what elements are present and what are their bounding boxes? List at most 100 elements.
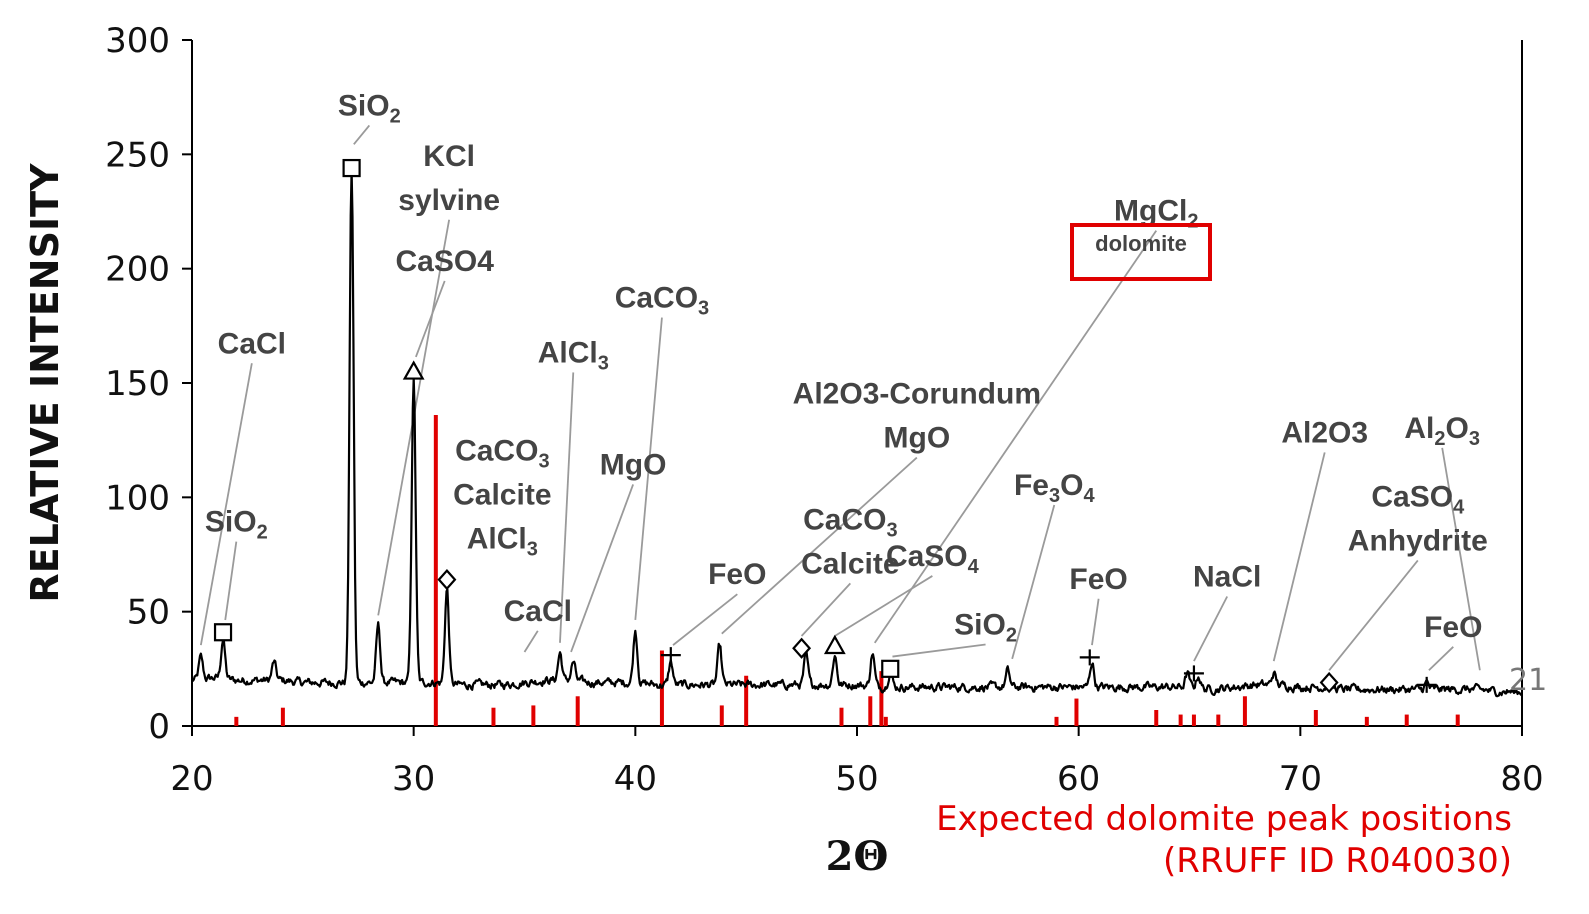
label-text: CaCO <box>455 435 538 468</box>
phase-label: Fe3O4 <box>1014 469 1095 507</box>
annotation-leader-line <box>800 582 852 637</box>
phase-label: FeO <box>708 558 766 591</box>
annotation-leader-line <box>1328 559 1419 671</box>
label-text: CaSO <box>1371 480 1453 513</box>
square-marker <box>342 158 361 178</box>
phase-label: sylvine <box>398 184 500 217</box>
phase-label: CaCO3 <box>455 435 549 473</box>
y-tick-labels: 0 50 100 150 200 250 300 <box>105 21 192 747</box>
y-tick-label: 300 <box>105 21 170 61</box>
label-text: FeO <box>1424 611 1482 644</box>
triangle-marker <box>823 634 846 655</box>
reference-sticks <box>234 415 1460 726</box>
legend-line-1: Expected dolomite peak positions <box>936 799 1512 839</box>
phase-label: CaSO4 <box>886 540 980 578</box>
phase-label: FeO <box>1069 563 1127 596</box>
label-text: SiO <box>205 506 257 539</box>
label-text: AlCl <box>538 336 598 369</box>
annotation-leader-line <box>224 541 238 621</box>
label-text: AlCl <box>467 523 527 556</box>
label-text: O <box>1446 412 1469 445</box>
label-text: Al2O3 <box>1281 416 1368 449</box>
phase-label: Al2O3 <box>1281 416 1368 449</box>
phase-label: NaCl <box>1193 561 1261 594</box>
phase-label: FeO <box>1424 611 1482 644</box>
legend-line-2: (RRUFF ID R040030) <box>1163 841 1512 881</box>
annotation-leader-line <box>523 630 539 653</box>
label-text: CaCO <box>615 282 698 315</box>
phase-markers <box>213 158 1437 694</box>
label-text: CaSO <box>886 540 968 573</box>
triangle-marker <box>402 360 425 380</box>
phase-label: SiO2 <box>205 506 268 544</box>
annotation-leader-line <box>1011 504 1056 660</box>
phase-label: AlCl3 <box>538 336 609 374</box>
phase-label: CaCl <box>218 327 286 360</box>
phase-label: CaSO4 <box>396 245 495 278</box>
subscript: 3 <box>1049 485 1060 507</box>
subscript: 2 <box>1187 211 1198 233</box>
label-text: SiO <box>338 89 390 122</box>
phase-label: MgCl2 <box>1114 195 1198 233</box>
phase-label: SiO2 <box>338 89 401 127</box>
phase-label: Anhydrite <box>1348 524 1488 557</box>
annotation-leader-line <box>199 363 253 646</box>
annotation-leader-line <box>415 280 446 358</box>
subscript: 2 <box>1434 428 1445 450</box>
phase-label: Al2O3 <box>1404 412 1480 450</box>
phase-label: CaSO4 <box>1371 480 1465 518</box>
x-axis-label: 2Θ <box>826 833 889 880</box>
annotation-leader-line <box>873 230 1157 644</box>
annotation-leader-line <box>634 317 663 621</box>
label-text: Anhydrite <box>1348 524 1488 557</box>
subscript: 4 <box>1083 485 1095 507</box>
y-tick-label: 50 <box>127 593 170 633</box>
phase-label: MgO <box>884 422 951 455</box>
label-text: sylvine <box>398 184 500 217</box>
subscript: 2 <box>1006 625 1017 647</box>
label-text: Al2O3-Corundum <box>793 378 1041 411</box>
label-text: CaCl <box>218 327 286 360</box>
square-marker <box>213 623 233 642</box>
subscript: 2 <box>390 105 401 127</box>
phase-annotations: CaClSiO2SiO2KClsylvineCaSO4AlCl3CaCO3CaC… <box>205 89 1488 646</box>
diamond-marker <box>437 568 457 591</box>
annotation-leader-line <box>892 643 986 658</box>
phase-label: SiO2 <box>954 609 1017 647</box>
diamond-marker <box>1319 671 1339 694</box>
label-text: NaCl <box>1193 561 1261 594</box>
x-tick-label: 20 <box>170 759 213 799</box>
subscript: 4 <box>968 556 980 578</box>
x-tick-label: 80 <box>1500 759 1543 799</box>
y-tick-label: 0 <box>148 707 170 747</box>
x-tick-labels: 20 30 40 50 60 70 80 <box>170 726 1544 799</box>
annotation-leader-line <box>1193 596 1228 662</box>
label-text: FeO <box>1069 563 1127 596</box>
phase-label: AlCl3 <box>467 523 538 561</box>
subscript: 3 <box>527 539 538 561</box>
x-tick-label: 60 <box>1057 759 1100 799</box>
phase-label: MgO <box>600 448 667 481</box>
dolomite-label: dolomite <box>1095 231 1187 256</box>
phase-label: Calcite <box>801 547 899 580</box>
annotation-leader-line <box>559 372 575 643</box>
label-text: O <box>1060 469 1083 502</box>
annotation-leader-line <box>1091 598 1100 646</box>
annotation-leader-line <box>570 484 634 653</box>
phase-label: Calcite <box>453 479 551 512</box>
truncated-edge-label: 21 <box>1509 663 1547 698</box>
x-tick-label: 70 <box>1279 759 1322 799</box>
subscript: 4 <box>1453 496 1465 518</box>
subscript: 3 <box>1469 428 1480 450</box>
annotation-leader-line <box>1441 447 1481 671</box>
diamond-marker <box>792 637 812 659</box>
label-text: Al <box>1404 412 1434 445</box>
y-axis-label: RELATIVE INTENSITY <box>23 163 67 603</box>
label-text: Calcite <box>801 547 899 580</box>
label-text: MgO <box>600 448 667 481</box>
y-tick-label: 150 <box>105 364 170 404</box>
square-marker <box>881 659 900 678</box>
label-text: Fe <box>1014 469 1049 502</box>
phase-label: KCl <box>423 140 475 173</box>
